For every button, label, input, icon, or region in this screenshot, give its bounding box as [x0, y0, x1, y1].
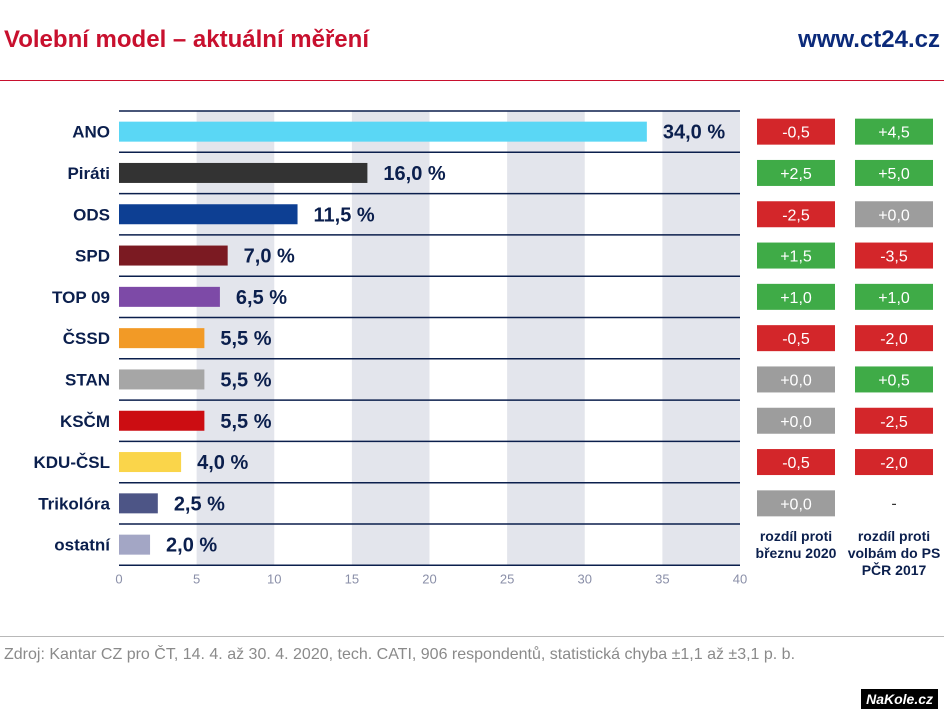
delta-value: -2,5 [880, 414, 908, 431]
x-tick-label: 20 [422, 571, 436, 586]
bar [119, 328, 205, 349]
category-label: Trikolóra [38, 494, 110, 513]
x-tick-label: 40 [733, 571, 747, 586]
delta-badge [757, 159, 835, 186]
delta-value: +0,0 [780, 496, 812, 513]
bar-chart: ANO 34,0 % -0,5 +4,5 Piráti 16,0 % +2,5 +5,0 ODS… [34, 110, 933, 586]
delta-badge [757, 283, 835, 310]
data-label: 5,5 % [220, 328, 271, 350]
delta-badge [757, 325, 835, 352]
x-tick-label: 5 [193, 571, 200, 586]
footer-divider [0, 636, 944, 637]
delta-badge [855, 449, 933, 476]
delta-value: +4,5 [878, 125, 910, 142]
data-label: 7,0 % [244, 246, 295, 268]
delta-value: +2,5 [780, 166, 812, 183]
delta-value: +0,0 [780, 414, 812, 431]
bar [119, 534, 151, 555]
data-label: 16,0 % [383, 163, 445, 185]
delta-header-election: rozdíl proti volbám do PS PČR 2017 [847, 528, 941, 578]
source-note: Zdroj: Kantar CZ pro ČT, 14. 4. až 30. 4… [4, 646, 796, 663]
delta-badge [855, 201, 933, 228]
bar [119, 204, 298, 225]
grid-band [662, 111, 740, 566]
site-url: www.ct24.cz [798, 26, 940, 53]
category-label: ODS [73, 205, 110, 224]
delta-badge [757, 118, 835, 145]
delta-value: - [891, 495, 896, 512]
delta-badge [855, 283, 933, 310]
data-label: 34,0 % [663, 122, 725, 144]
x-tick-label: 0 [115, 571, 122, 586]
data-label: 5,5 % [220, 369, 271, 391]
delta-badge [855, 242, 933, 269]
bar [119, 410, 205, 431]
delta-value: +0,0 [780, 372, 812, 389]
delta-value: -2,0 [880, 455, 908, 472]
delta-value: -2,5 [782, 207, 810, 224]
delta-badge [855, 159, 933, 186]
delta-value: +0,5 [878, 372, 910, 389]
delta-badge [757, 449, 835, 476]
delta-badge [757, 366, 835, 393]
category-label: TOP 09 [52, 288, 110, 307]
delta-badge [757, 201, 835, 228]
delta-badge [855, 407, 933, 434]
header: Volební model – aktuální měření www.ct24… [0, 0, 944, 81]
x-tick-label: 30 [578, 571, 592, 586]
data-label: 11,5 % [314, 204, 375, 226]
delta-badge [855, 325, 933, 352]
data-label: 6,5 % [236, 287, 287, 309]
data-label: 2,5 % [174, 493, 225, 515]
delta-value: -0,5 [782, 125, 810, 142]
delta-value: +0,0 [878, 207, 910, 224]
bar [119, 162, 368, 183]
grid-band [196, 111, 275, 566]
category-label: STAN [65, 370, 110, 389]
delta-badge [757, 490, 835, 517]
category-label: ostatní [54, 536, 111, 555]
x-tick-label: 10 [267, 571, 281, 586]
data-label: 2,0 % [166, 535, 217, 557]
x-tick-label: 25 [500, 571, 514, 586]
category-label: SPD [75, 247, 110, 266]
page-title: Volební model – aktuální měření [4, 26, 369, 53]
delta-value: -0,5 [782, 455, 810, 472]
delta-value: -2,0 [880, 331, 908, 348]
delta-badge [757, 242, 835, 269]
data-label: 5,5 % [220, 411, 271, 433]
category-label: ČSSD [63, 329, 110, 348]
data-label: 4,0 % [197, 452, 248, 474]
delta-value: +1,0 [780, 290, 812, 307]
x-tick-label: 35 [655, 571, 669, 586]
grid-band [351, 111, 430, 566]
category-label: KDU-ČSL [34, 453, 111, 472]
bar [119, 121, 647, 142]
delta-badge [757, 407, 835, 434]
delta-badge [855, 366, 933, 393]
category-label: Piráti [67, 164, 110, 183]
delta-value: +1,5 [780, 249, 812, 266]
bar [119, 452, 182, 473]
delta-value: -3,5 [880, 249, 908, 266]
grid-band [507, 111, 585, 566]
bar [119, 369, 205, 390]
category-label: ANO [72, 123, 110, 142]
delta-value: +1,0 [878, 290, 910, 307]
bar [119, 286, 220, 307]
bar [119, 493, 158, 514]
x-tick-label: 15 [345, 571, 359, 586]
delta-badge [855, 118, 933, 145]
delta-header-march: rozdíl proti březnu 2020 [755, 528, 837, 561]
bar [119, 245, 228, 266]
delta-value: -0,5 [782, 331, 810, 348]
watermark-logo: NaKole.cz [861, 689, 938, 709]
category-label: KSČM [60, 412, 110, 431]
delta-value: +5,0 [878, 166, 910, 183]
